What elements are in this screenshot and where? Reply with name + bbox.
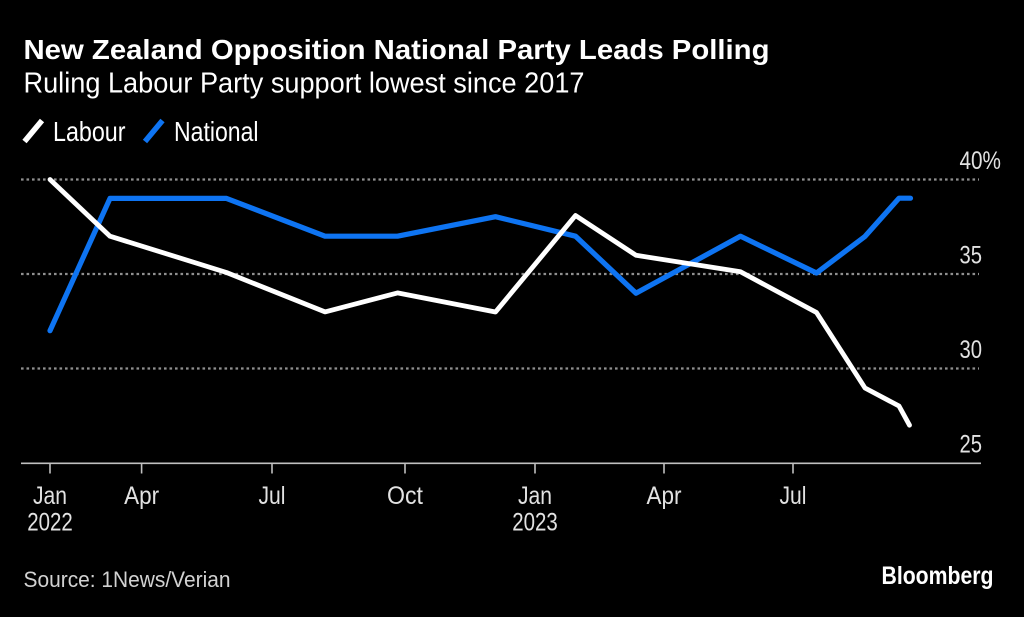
svg-text:Jul: Jul	[780, 482, 807, 510]
svg-text:40%: 40%	[960, 147, 1002, 175]
svg-text:25: 25	[960, 430, 983, 458]
svg-text:Ruling Labour Party support lo: Ruling Labour Party support lowest since…	[24, 67, 585, 99]
svg-text:New Zealand Opposition Nationa: New Zealand Opposition National Party Le…	[24, 34, 770, 65]
svg-text:30: 30	[960, 336, 983, 364]
svg-text:Source: 1News/Verian: Source: 1News/Verian	[24, 567, 231, 592]
svg-text:35: 35	[960, 241, 983, 269]
svg-text:Jan: Jan	[33, 482, 67, 510]
svg-text:Jan: Jan	[518, 482, 552, 510]
svg-text:Oct: Oct	[387, 482, 423, 510]
svg-text:Apr: Apr	[124, 482, 159, 510]
svg-text:Labour: Labour	[53, 116, 126, 147]
svg-text:Bloomberg: Bloomberg	[882, 562, 994, 590]
svg-text:2023: 2023	[512, 509, 558, 537]
svg-text:Jul: Jul	[259, 482, 286, 510]
svg-text:2022: 2022	[27, 509, 73, 537]
svg-text:Apr: Apr	[647, 482, 682, 510]
svg-text:National: National	[174, 116, 259, 147]
